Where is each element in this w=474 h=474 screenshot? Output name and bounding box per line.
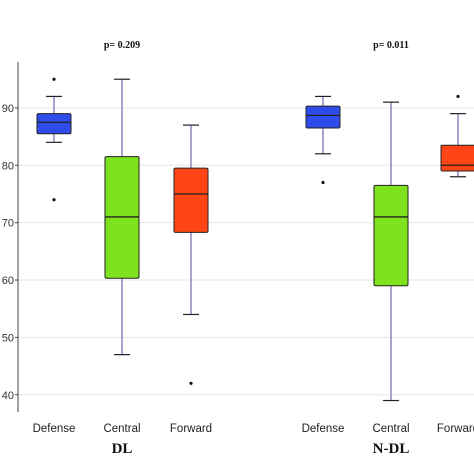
grid-layer [18,107,474,396]
p-value-dl: p= 0.209 [104,40,140,51]
y-axis-ticks: 40 50 60 70 80 90 [2,103,18,402]
boxes-layer [36,77,474,402]
n-dl-central-box [373,184,409,287]
n-dl-defense-category-label: Defense [302,423,345,435]
group-label-n-dl: N-DL [373,441,410,457]
dl-central-category-label: Central [103,423,140,435]
p-value-n-dl: p= 0.011 [373,40,409,51]
dl-forward-box [173,167,209,233]
group-label-dl: DL [112,441,133,457]
n-dl-forward-box [440,144,474,172]
y-tick-label-80: 80 [2,160,14,172]
dl-forward-category-label: Forward [170,423,212,435]
n-dl-defense-outlier-0 [321,180,325,185]
y-tick-label-70: 70 [2,218,14,230]
labels-layer: Defense Central Forward DL p= 0.209 Defense Ce… [33,40,474,457]
y-tick-label-50: 50 [2,332,14,344]
y-tick-label-90: 90 [2,103,14,115]
dl-forward-outlier-0 [189,381,193,385]
n-dl-defense-box [305,105,341,129]
y-tick-label-60: 60 [2,275,14,287]
n-dl-forward-outlier-0 [456,94,460,99]
y-tick-label-40: 40 [2,390,14,402]
n-dl-forward-category-label: Forward [437,423,474,435]
dl-defense-outlier-0 [52,77,56,81]
n-dl-central-category-label: Central [372,423,409,435]
dl-defense-category-label: Defense [33,423,76,435]
dl-defense-box [36,113,72,135]
dl-defense-outlier-1 [52,198,56,202]
